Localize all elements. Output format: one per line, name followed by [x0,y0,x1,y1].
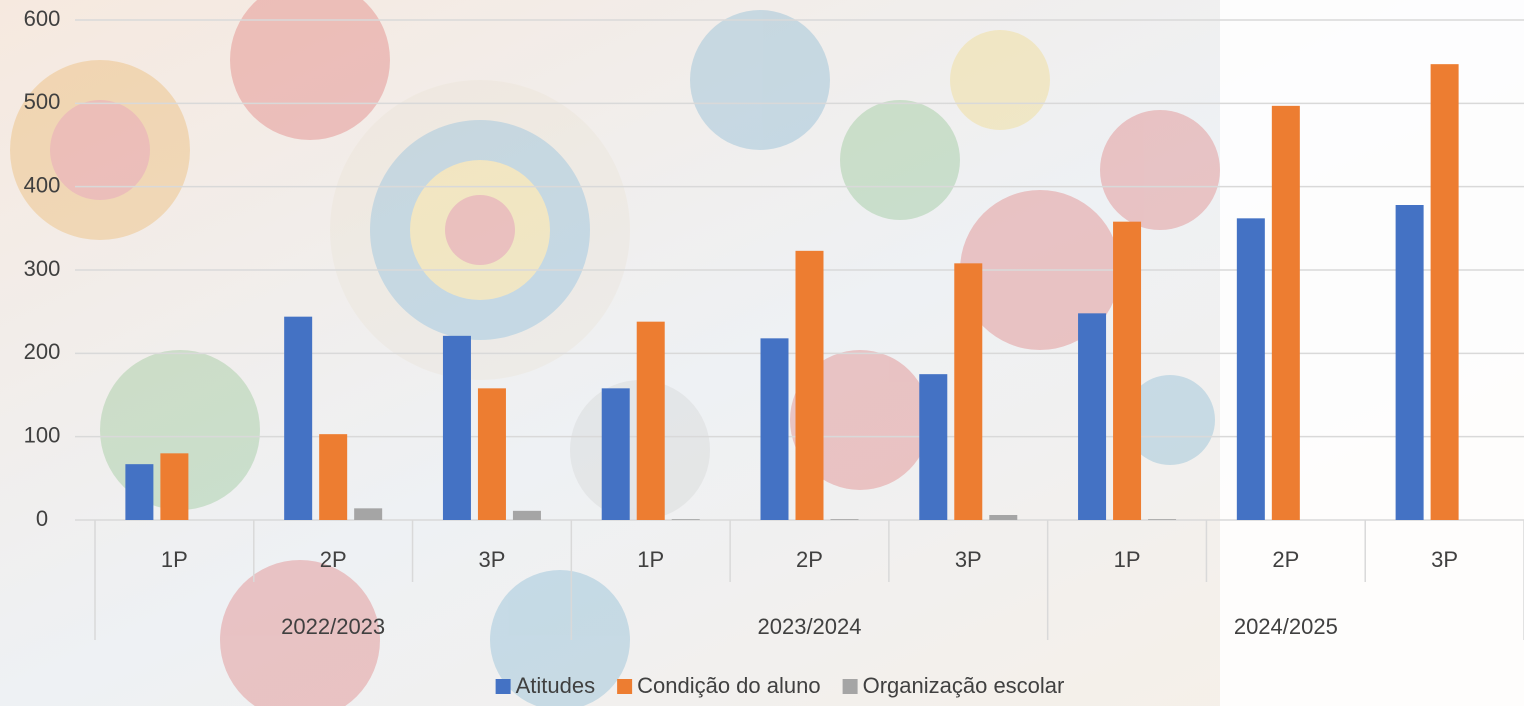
y-tick-label: 500 [24,89,61,114]
bar [477,388,506,520]
bar [1430,64,1459,521]
x-tick-label: 2P [320,547,347,572]
bar [160,453,189,520]
bar [1395,205,1424,520]
bar [354,508,383,520]
bar [989,515,1018,520]
bar [1148,519,1177,520]
y-tick-label: 600 [24,6,61,31]
bar [284,316,313,520]
legend-swatch [495,679,511,694]
bar [1236,218,1265,521]
bar [919,374,948,520]
x-tick-label: 1P [637,547,664,572]
legend-swatch [842,679,858,694]
x-tick-label: 2P [1272,547,1299,572]
bar [319,434,348,520]
bar [125,464,154,520]
bar [512,510,541,520]
legend-label: Atitudes [516,673,596,698]
bar [442,335,471,520]
bar [760,338,789,520]
x-tick-label: 1P [1114,547,1141,572]
x-tick-label: 2P [796,547,823,572]
group-label: 2022/2023 [281,614,385,639]
bar [1078,313,1107,520]
bar [1271,105,1300,520]
legend-swatch [617,679,633,694]
bar [1113,221,1142,520]
bar [954,263,983,520]
plot-area: 0 100 200 300 400 500 600 1P 2P 3P 1P 2P 3P 1P 2P 3P 202… [24,6,1524,698]
bar [830,519,859,520]
y-tick-label: 0 [36,506,48,531]
legend-label: Condição do aluno [637,673,820,698]
group-label: 2024/2025 [1234,614,1338,639]
x-tick-label: 1P [161,547,188,572]
bar [601,388,630,520]
bar [671,519,700,520]
group-label: 2023/2024 [758,614,862,639]
y-tick-label: 200 [24,339,61,364]
x-tick-label: 3P [1431,547,1458,572]
bar [636,321,665,520]
y-tick-label: 400 [24,172,61,197]
y-tick-label: 100 [24,422,61,447]
x-tick-label: 3P [478,547,505,572]
bar [795,250,824,521]
y-tick-label: 300 [24,256,61,281]
legend-label: Organização escolar [863,673,1065,698]
x-tick-label: 3P [955,547,982,572]
